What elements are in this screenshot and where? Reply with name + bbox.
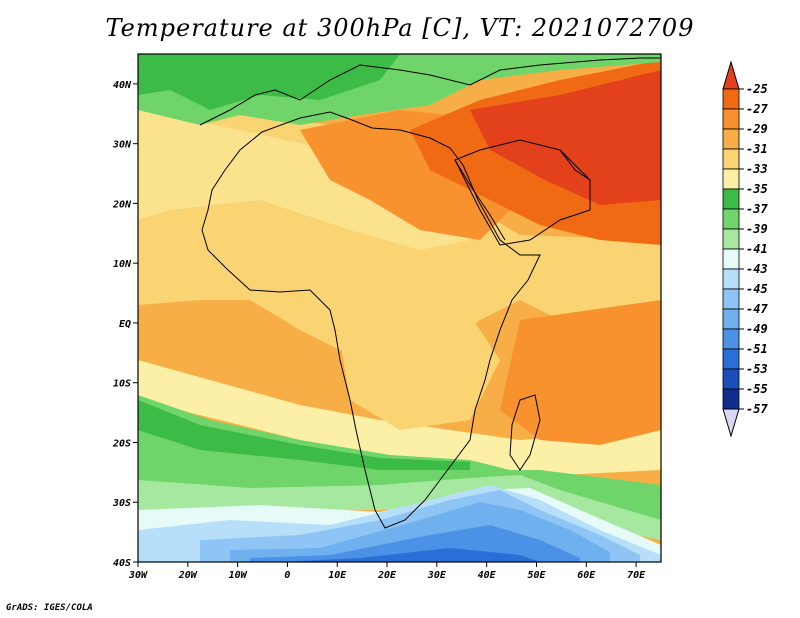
lon-tick-label: 20E <box>377 570 397 581</box>
colorbar-box <box>722 228 740 250</box>
lat-tick-label: 30S <box>112 498 131 509</box>
lat-tick-label: 10N <box>113 259 132 270</box>
plot-frame <box>137 53 662 563</box>
colorbar-label: -35 <box>746 182 768 196</box>
coastlines <box>199 57 661 529</box>
colorbar-box <box>722 188 740 210</box>
lat-tick-label: 20N <box>112 199 132 210</box>
colorbar-label: -25 <box>746 82 768 96</box>
colorbar-label: -53 <box>746 362 768 376</box>
colorbar-box <box>722 208 740 230</box>
band-yellow-mid <box>340 300 500 430</box>
colorbar-label: -27 <box>746 102 768 116</box>
colorbar-label: -47 <box>746 302 768 316</box>
colorbar-label: -57 <box>746 402 768 416</box>
colorbar-box <box>722 248 740 270</box>
colorbar-label: -49 <box>746 322 768 336</box>
colorbar-label: -51 <box>746 342 768 356</box>
lon-tick-label: 40E <box>478 570 497 581</box>
colorbar-box <box>722 88 740 110</box>
colorbar-label: -33 <box>746 162 768 176</box>
lon-tick-label: 30W <box>128 570 148 581</box>
colorbar-box <box>722 108 740 130</box>
colorbar-box <box>722 128 740 150</box>
colorbar-box <box>722 388 740 410</box>
europe-coastline <box>199 57 661 126</box>
band-yellow-south <box>138 360 661 475</box>
colorbar-box <box>722 288 740 310</box>
madagascar-coastline <box>509 394 541 471</box>
colorbar-box <box>722 368 740 390</box>
colorbar-label: -29 <box>746 122 768 136</box>
colorbar-box <box>722 148 740 170</box>
lon-tick-label: 30E <box>427 570 447 581</box>
band-pale-subtropic <box>138 110 470 250</box>
colorbar-box <box>722 268 740 290</box>
colorbar: -25 -27 -29 -31 -33 -35 -37 -39 -41 -43 -45 -47 -49 -… <box>722 60 768 438</box>
colorbar-label: -37 <box>746 202 768 216</box>
colorbar-label: -39 <box>746 222 768 236</box>
lon-tick-label: 70E <box>627 570 646 581</box>
colorbar-label: -41 <box>746 242 768 256</box>
colorbar-top-arrow <box>722 60 740 90</box>
colorbar-label: -43 <box>746 262 768 276</box>
lat-tick-label: 40N <box>113 80 132 91</box>
lat-tick-label: 10S <box>113 379 131 390</box>
lat-tick-label: EQ <box>119 319 131 330</box>
axis-ticks: 30W 20W 10W 0 10E 20E 30E 40E 50E 60E 70E 40S 30S 20S… <box>112 80 646 581</box>
red-sea <box>454 159 506 241</box>
colorbar-box <box>722 328 740 350</box>
lon-tick-label: 60E <box>577 570 596 581</box>
colorbar-label: -31 <box>746 142 768 156</box>
lat-tick-label: 20S <box>112 438 131 449</box>
africa-coastline <box>201 111 541 529</box>
colorbar-box <box>722 168 740 190</box>
lat-tick-label: 40S <box>113 558 131 569</box>
lat-tick-label: 30N <box>112 140 132 151</box>
colorbar-box <box>722 308 740 330</box>
lon-tick-label: 10E <box>328 570 347 581</box>
lon-tick-label: 50E <box>527 570 546 581</box>
colorbar-box <box>722 348 740 370</box>
persian-gulf <box>559 149 591 181</box>
band-orange-indian <box>500 300 661 445</box>
map-title: Temperature at 300hPa [C], VT: 202107270… <box>105 14 695 42</box>
colorbar-bottom-arrow <box>722 408 740 438</box>
band-green-south-dark <box>138 400 470 470</box>
lon-tick-label: 10W <box>229 570 248 581</box>
arabia-coastline <box>454 139 591 246</box>
colorbar-label: -45 <box>746 282 768 296</box>
lon-tick-label: 20W <box>178 570 198 581</box>
band-darkblue-south <box>280 548 540 562</box>
grads-credit: GrADS: IGES/COLA <box>6 603 93 613</box>
band-red-iran <box>470 70 661 205</box>
lon-tick-label: 0 <box>284 570 290 581</box>
colorbar-label: -55 <box>746 382 768 396</box>
temperature-field <box>138 54 661 562</box>
band-green-north-dark <box>138 54 400 110</box>
